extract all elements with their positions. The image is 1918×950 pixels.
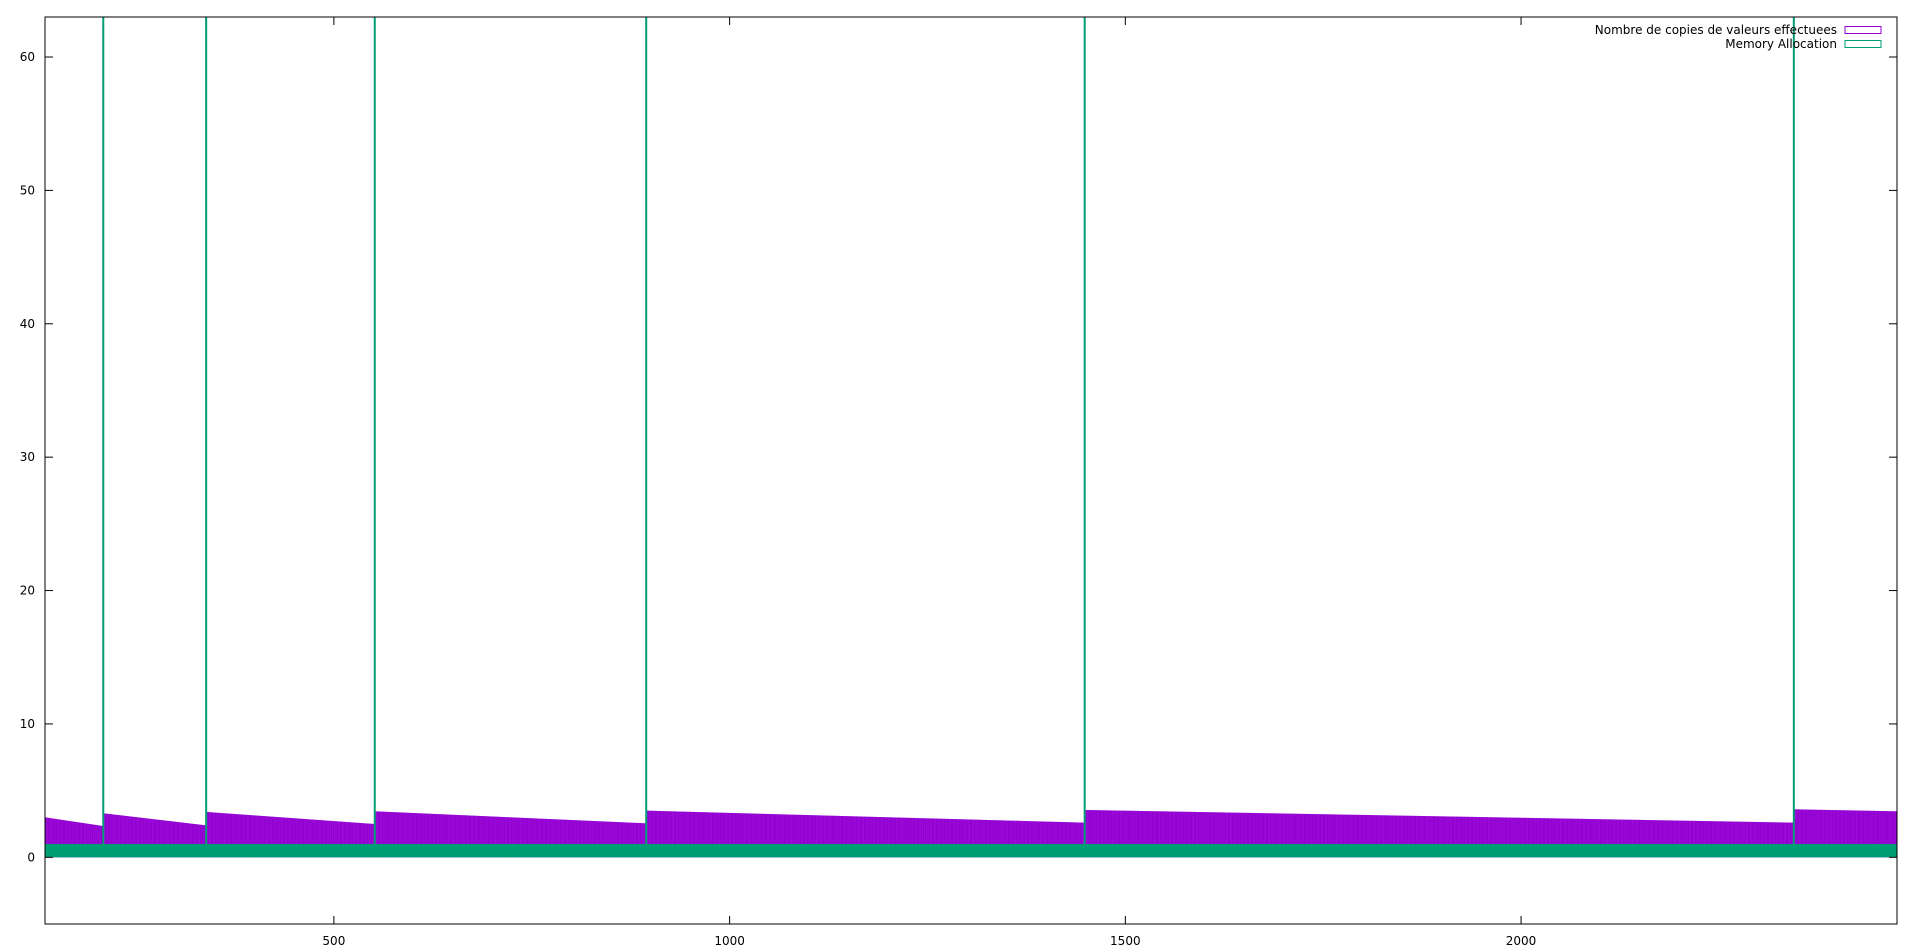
legend-key-copies [1844,26,1882,34]
y-tick-label: 60 [20,50,35,64]
x-tick-label: 2000 [1506,934,1537,948]
memory-allocation-baseline [45,843,1897,858]
y-tick-label: 20 [20,584,35,598]
plot-frame [44,16,1898,925]
legend-key-memory-allocation [1844,40,1882,48]
y-tick-label: 40 [20,317,35,331]
plot-marks [44,17,1898,858]
y-tick-label: 0 [27,850,35,864]
y-tick-label: 50 [20,183,35,197]
axes: 0 10 20 30 40 50 60 500 1000 1500 2000 [20,16,1898,948]
x-tick-label: 1500 [1110,934,1141,948]
x-tick-label: 500 [322,934,345,948]
x-tick-label: 1000 [714,934,745,948]
legend-label-copies: Nombre de copies de valeurs effectuees [1595,23,1837,37]
legend: Nombre de copies de valeurs effectuees M… [1595,23,1882,51]
y-tick-label: 10 [20,717,35,731]
legend-label-memory-allocation: Memory Allocation [1725,37,1837,51]
y-tick-label: 30 [20,450,35,464]
